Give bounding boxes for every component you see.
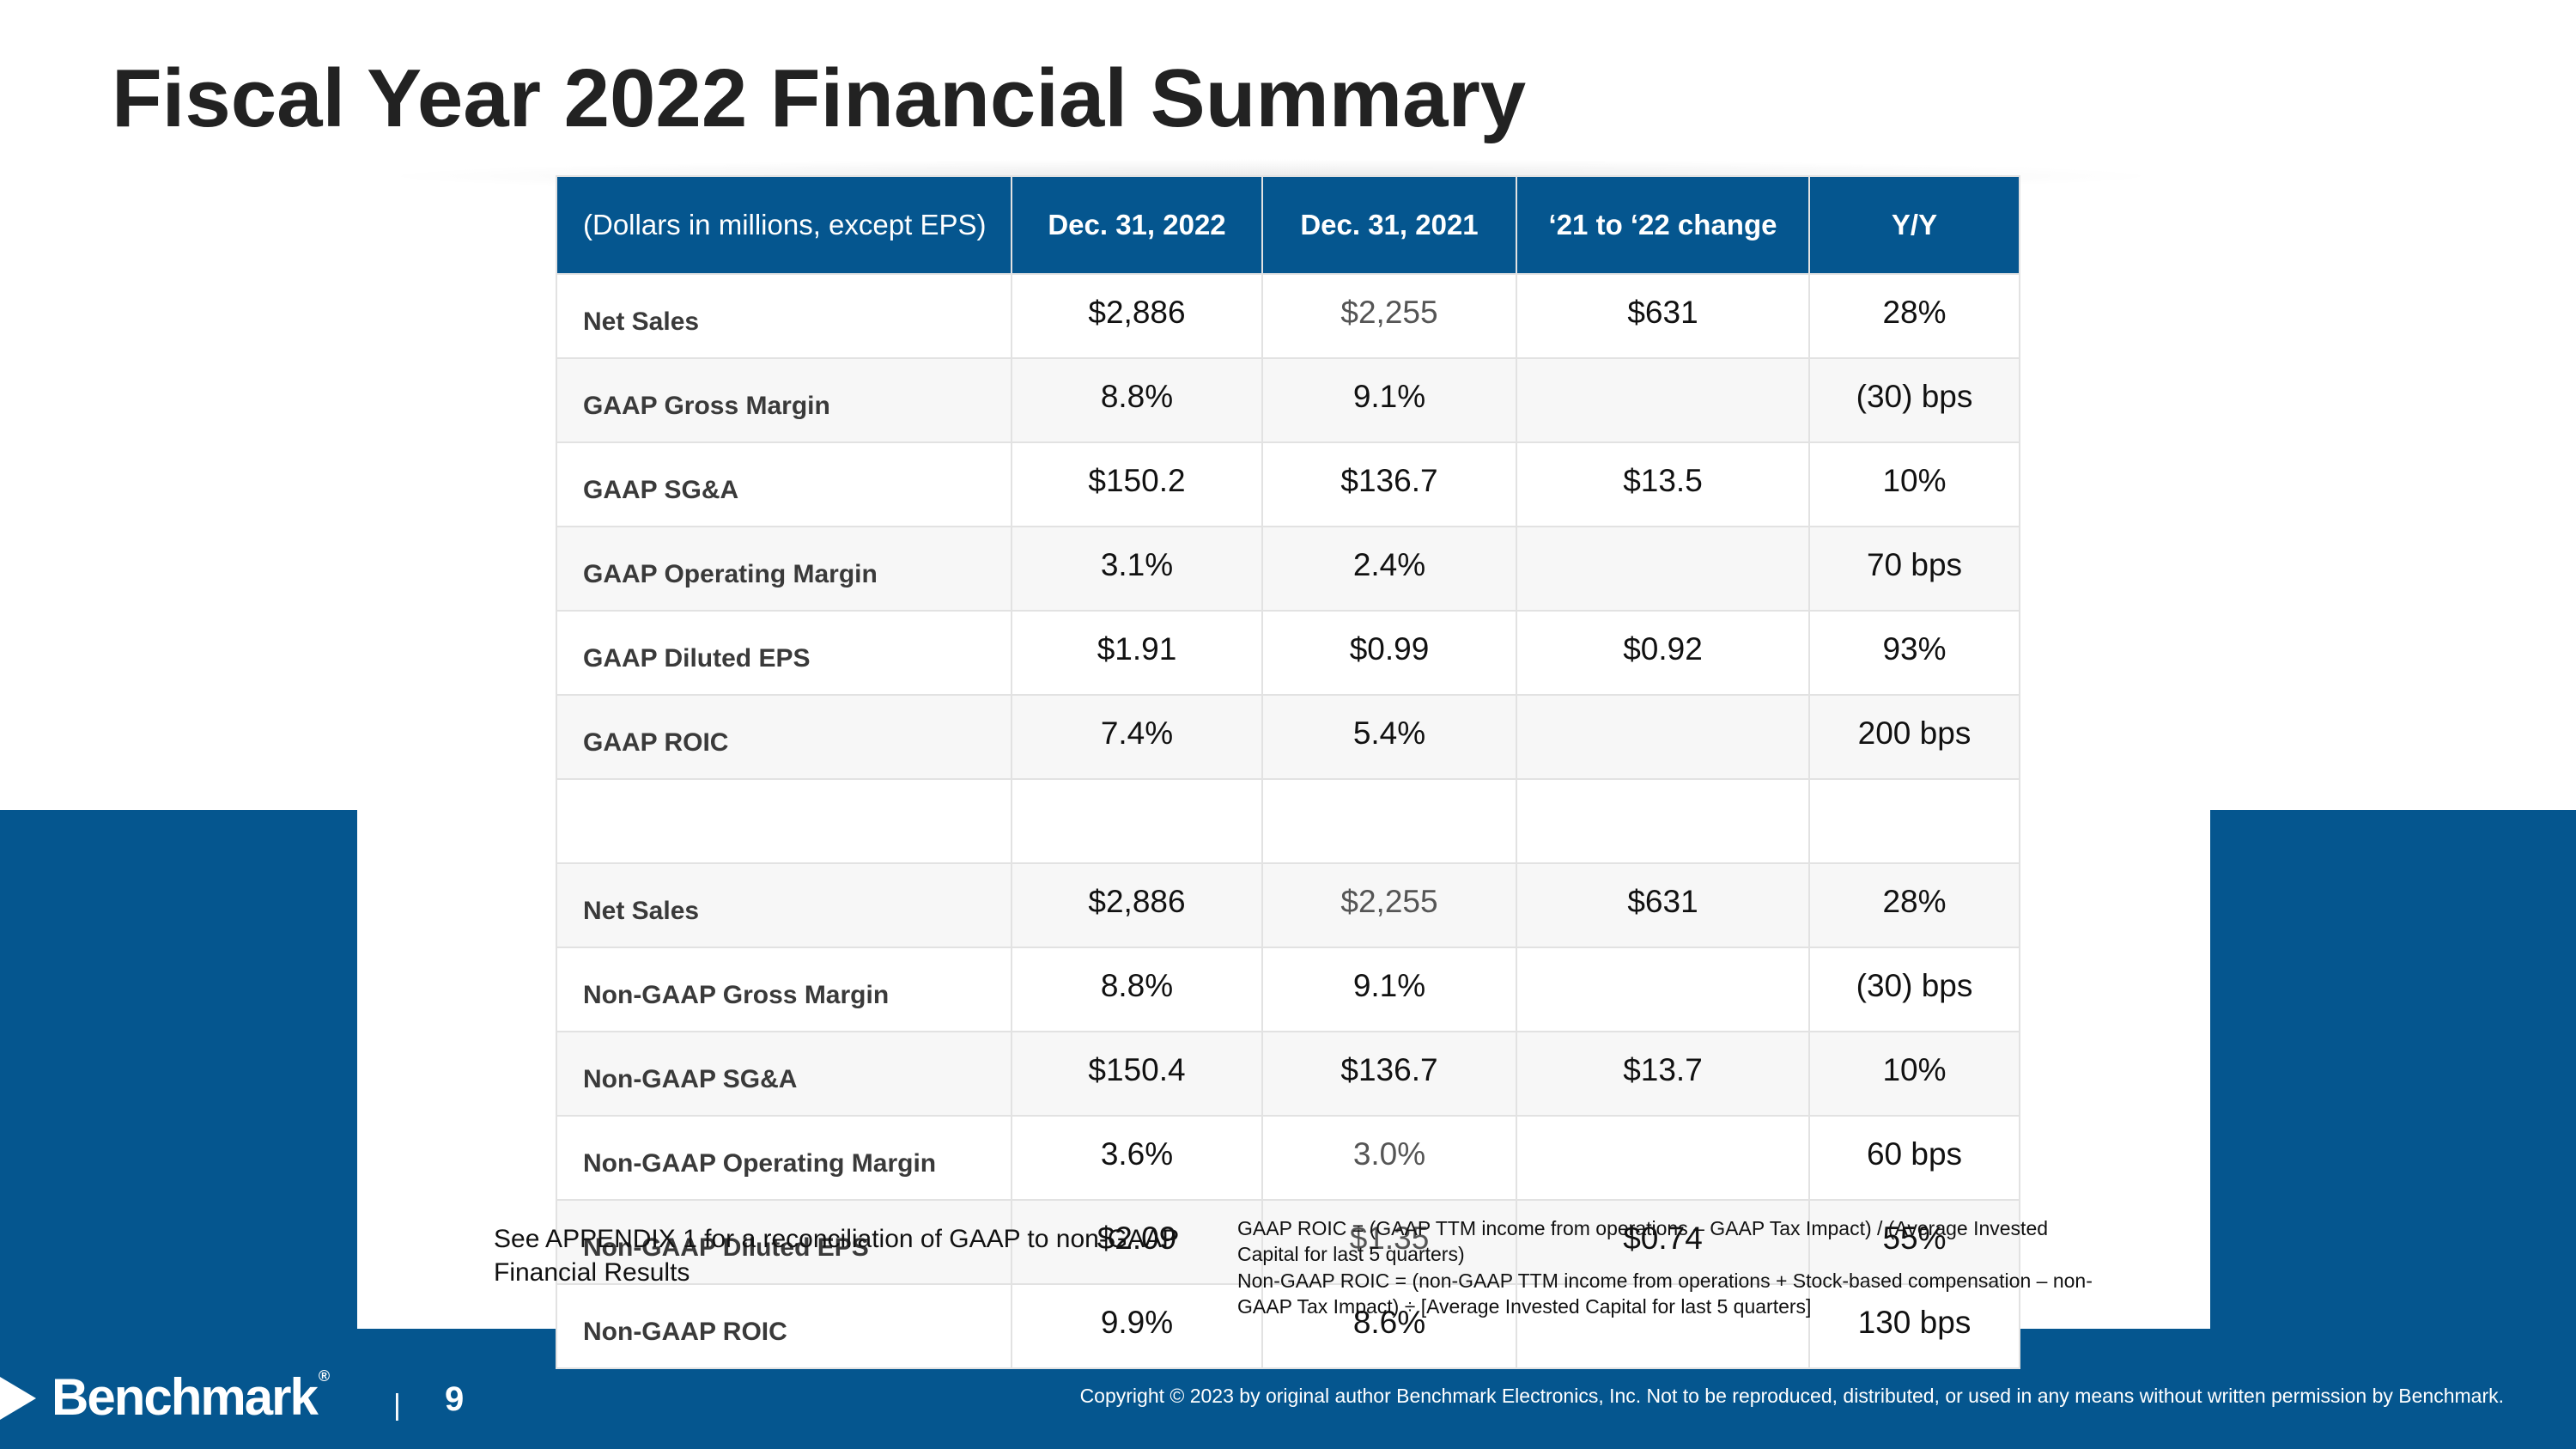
cell-yoy: (30) bps <box>1808 947 2020 1032</box>
table-row: Non-GAAP Gross Margin 8.8% 9.1% (30) bps <box>556 947 2020 1032</box>
row-label: Net Sales <box>556 862 1012 948</box>
header-units: (Dollars in millions, except EPS) <box>556 175 1012 275</box>
table-row: GAAP Operating Margin 3.1% 2.4% 70 bps <box>556 526 2020 612</box>
table-row: Non-GAAP ROIC 9.9% 8.6% 130 bps <box>556 1283 2020 1369</box>
row-label: GAAP ROIC <box>556 694 1012 780</box>
cell-change: $0.74 <box>1516 1199 1810 1285</box>
cell-yoy: 200 bps <box>1808 694 2020 780</box>
cell-change <box>1516 1283 1810 1369</box>
roic-definitions: GAAP ROIC = (GAAP TTM income from operat… <box>1237 1215 2096 1319</box>
table-row: GAAP SG&A $150.2 $136.7 $13.5 10% <box>556 441 2020 527</box>
cell-2021: 8.6% <box>1261 1283 1517 1369</box>
cell-2022: $150.4 <box>1011 1031 1263 1117</box>
cell-2022: 8.8% <box>1011 357 1263 443</box>
table-row: Non-GAAP Diluted EPS $2.09 $1.35 $0.74 5… <box>556 1199 2020 1285</box>
row-label <box>556 778 1012 864</box>
cell-change: $631 <box>1516 862 1810 948</box>
table-row: GAAP Diluted EPS $1.91 $0.99 $0.92 93% <box>556 610 2020 696</box>
cell-2022: 7.4% <box>1011 694 1263 780</box>
cell-2022: 3.1% <box>1011 526 1263 612</box>
cell-2021: 3.0% <box>1261 1115 1517 1201</box>
row-label: GAAP Gross Margin <box>556 357 1012 443</box>
page-number: 9 <box>445 1380 465 1418</box>
row-label: GAAP SG&A <box>556 441 1012 527</box>
cell-change <box>1516 357 1810 443</box>
cell-change <box>1516 526 1810 612</box>
financial-summary-table: (Dollars in millions, except EPS) Dec. 3… <box>556 175 2020 1369</box>
row-label: Non-GAAP Diluted EPS <box>556 1199 1012 1285</box>
cell-yoy: 70 bps <box>1808 526 2020 612</box>
row-label: Non-GAAP ROIC <box>556 1283 1012 1369</box>
cell-yoy: 60 bps <box>1808 1115 2020 1201</box>
cell-yoy: 130 bps <box>1808 1283 2020 1369</box>
header-dec-2021: Dec. 31, 2021 <box>1261 175 1517 275</box>
cell-2022: 3.6% <box>1011 1115 1263 1201</box>
logo-arrow-icon <box>0 1377 36 1420</box>
cell-2021: 5.4% <box>1261 694 1517 780</box>
cell-2021 <box>1261 778 1517 864</box>
cell-2021: $2,255 <box>1261 862 1517 948</box>
row-label: GAAP Diluted EPS <box>556 610 1012 696</box>
footer-divider: | <box>393 1389 401 1422</box>
logo-wordmark: Benchmark <box>52 1368 319 1426</box>
registered-mark: ® <box>318 1367 331 1385</box>
cell-2021: $2,255 <box>1261 273 1517 359</box>
cell-yoy: 93% <box>1808 610 2020 696</box>
cell-yoy: 10% <box>1808 441 2020 527</box>
cell-2021: 9.1% <box>1261 947 1517 1032</box>
row-label: Non-GAAP SG&A <box>556 1031 1012 1117</box>
copyright-notice: Copyright © 2023 by original author Benc… <box>1079 1385 2504 1407</box>
cell-change <box>1516 778 1810 864</box>
cell-2021: $1.35 <box>1261 1199 1517 1285</box>
table-row: Non-GAAP SG&A $150.4 $136.7 $13.7 10% <box>556 1031 2020 1117</box>
cell-yoy: 55% <box>1808 1199 2020 1285</box>
cell-change: $13.5 <box>1516 441 1810 527</box>
table-header-row: (Dollars in millions, except EPS) Dec. 3… <box>556 175 2020 275</box>
cell-2022: 8.8% <box>1011 947 1263 1032</box>
cell-2022: $2,886 <box>1011 273 1263 359</box>
page-title: Fiscal Year 2022 Financial Summary <box>112 52 1527 144</box>
cell-yoy: 10% <box>1808 1031 2020 1117</box>
cell-2021: 2.4% <box>1261 526 1517 612</box>
cell-2022: $2,886 <box>1011 862 1263 948</box>
cell-change <box>1516 1115 1810 1201</box>
cell-2021: $0.99 <box>1261 610 1517 696</box>
cell-change <box>1516 947 1810 1032</box>
gaap-roic-definition: GAAP ROIC = (GAAP TTM income from operat… <box>1237 1217 2049 1266</box>
cell-2022: 9.9% <box>1011 1283 1263 1369</box>
table-row: GAAP ROIC 7.4% 5.4% 200 bps <box>556 694 2020 780</box>
cell-2022: $2.09 <box>1011 1199 1263 1285</box>
table-row: Non-GAAP Operating Margin 3.6% 3.0% 60 b… <box>556 1115 2020 1201</box>
table-row-spacer <box>556 778 2020 864</box>
cell-change: $0.92 <box>1516 610 1810 696</box>
cell-change: $13.7 <box>1516 1031 1810 1117</box>
appendix-note: See APPENDIX 1 for a reconciliation of G… <box>494 1225 1179 1287</box>
header-yoy: Y/Y <box>1808 175 2020 275</box>
cell-2022 <box>1011 778 1263 864</box>
table-row: Net Sales $2,886 $2,255 $631 28% <box>556 862 2020 948</box>
cell-2022: $1.91 <box>1011 610 1263 696</box>
header-change: ‘21 to ‘22 change <box>1516 175 1810 275</box>
row-label: Non-GAAP Gross Margin <box>556 947 1012 1032</box>
cell-yoy: 28% <box>1808 862 2020 948</box>
cell-2021: $136.7 <box>1261 441 1517 527</box>
cell-yoy: 28% <box>1808 273 2020 359</box>
table-row: GAAP Gross Margin 8.8% 9.1% (30) bps <box>556 357 2020 443</box>
header-dec-2022: Dec. 31, 2022 <box>1011 175 1263 275</box>
cell-yoy <box>1808 778 2020 864</box>
cell-2021: $136.7 <box>1261 1031 1517 1117</box>
cell-2021: 9.1% <box>1261 357 1517 443</box>
row-label: GAAP Operating Margin <box>556 526 1012 612</box>
non-gaap-roic-definition: Non-GAAP ROIC = (non-GAAP TTM income fro… <box>1237 1269 2093 1318</box>
row-label: Non-GAAP Operating Margin <box>556 1115 1012 1201</box>
benchmark-logo: Benchmark ® <box>52 1367 330 1427</box>
row-label: Net Sales <box>556 273 1012 359</box>
cell-yoy: (30) bps <box>1808 357 2020 443</box>
cell-change <box>1516 694 1810 780</box>
cell-change: $631 <box>1516 273 1810 359</box>
cell-2022: $150.2 <box>1011 441 1263 527</box>
table-row: Net Sales $2,886 $2,255 $631 28% <box>556 273 2020 359</box>
